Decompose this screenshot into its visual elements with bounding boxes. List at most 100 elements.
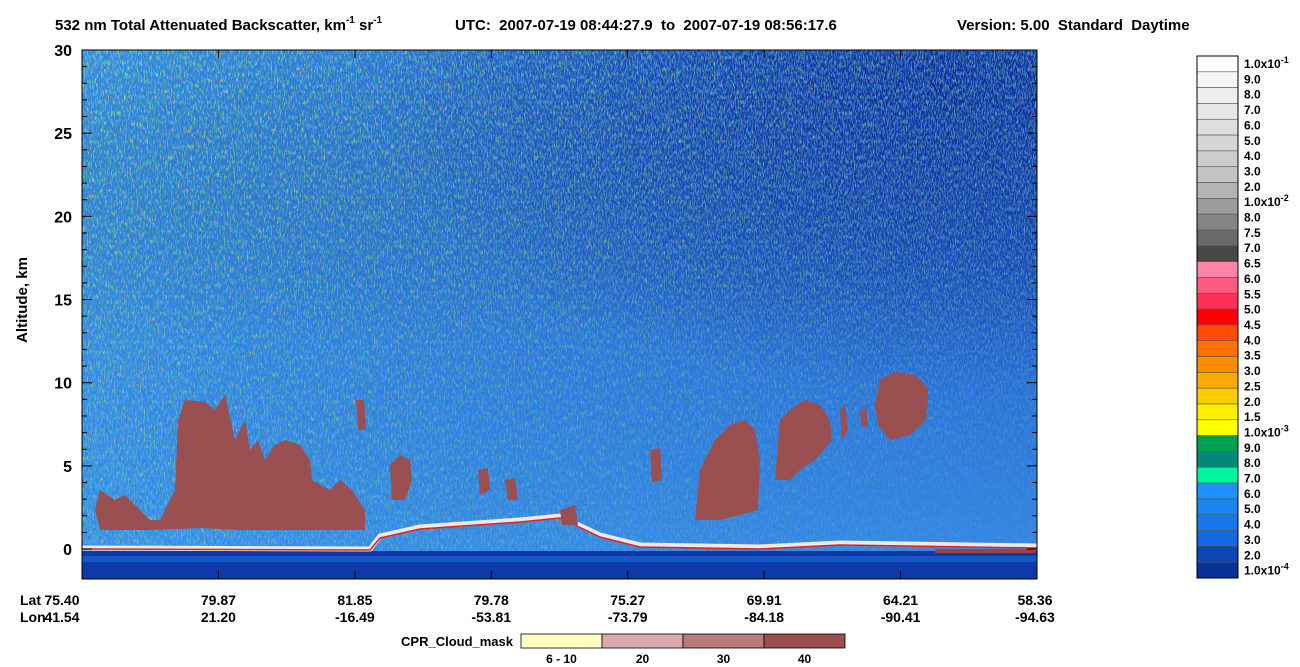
colorbar-swatch bbox=[1196, 546, 1239, 563]
colorbar-swatch bbox=[1196, 292, 1239, 310]
colorbar-label-text: 4.5 bbox=[1244, 318, 1261, 332]
colorbar-label-text: 8.0 bbox=[1244, 456, 1261, 470]
colorbar-label-text: 6.5 bbox=[1244, 257, 1261, 271]
colorbar-label-text: 5.0 bbox=[1244, 502, 1261, 516]
lat-label: 75.27 bbox=[610, 592, 645, 608]
colorbar-label-text: 4.0 bbox=[1244, 333, 1261, 347]
colorbar-swatch bbox=[1196, 340, 1239, 357]
colorbar-label-text: 7.0 bbox=[1244, 472, 1261, 486]
colorbar-swatch bbox=[1196, 71, 1239, 88]
title-superscript: -1 bbox=[373, 15, 382, 26]
colorbar-label: 1.0x10-3 bbox=[1244, 423, 1289, 439]
colorbar-label-text: 6.0 bbox=[1244, 487, 1261, 501]
colorbar-swatch bbox=[1196, 103, 1239, 120]
colorbar-label-exp: -4 bbox=[1281, 562, 1289, 572]
colorbar-swatch bbox=[1196, 118, 1239, 136]
colorbar-label: 3.0 bbox=[1244, 533, 1261, 547]
colorbar-label: 5.5 bbox=[1244, 287, 1261, 301]
lon-label: -53.81 bbox=[471, 609, 511, 625]
colorbar-swatch bbox=[1196, 213, 1239, 231]
cpr-legend-label: 6 - 10 bbox=[546, 652, 577, 666]
colorbar-label: 4.0 bbox=[1244, 149, 1261, 163]
colorbar-label: 1.0x10-2 bbox=[1244, 193, 1289, 209]
colorbar-swatch bbox=[1196, 372, 1239, 389]
cpr-legend-swatch bbox=[520, 633, 603, 649]
colorbar-swatch bbox=[1196, 308, 1239, 326]
colorbar-label: 6.0 bbox=[1244, 118, 1261, 132]
y-tick-label: 25 bbox=[54, 126, 72, 143]
colorbar-label-text: 2.5 bbox=[1244, 379, 1261, 393]
x-row-label: Lat bbox=[20, 592, 41, 608]
colorbar-swatch bbox=[1196, 261, 1239, 278]
cpr-legend-label: 40 bbox=[798, 652, 812, 666]
colorbar-swatch bbox=[1196, 150, 1239, 168]
colorbar-frame bbox=[1196, 55, 1239, 579]
lon-label: -94.63 bbox=[1015, 609, 1055, 625]
lon-label: -73.79 bbox=[608, 609, 648, 625]
lat-label: 58.36 bbox=[1017, 592, 1052, 608]
colorbar-label-text: 9.0 bbox=[1244, 72, 1261, 86]
colorbar-label-text: 1.0x10 bbox=[1244, 564, 1281, 578]
colorbar-label-text: 7.5 bbox=[1244, 226, 1261, 240]
colorbar-label-text: 3.0 bbox=[1244, 364, 1261, 378]
colorbar-label: 8.0 bbox=[1244, 88, 1261, 102]
y-tick-label: 15 bbox=[54, 293, 72, 310]
title-text: 532 nm Total Attenuated Backscatter, km bbox=[55, 17, 346, 34]
colorbar-label-text: 8.0 bbox=[1244, 88, 1261, 102]
colorbar-swatch bbox=[1196, 530, 1239, 547]
colorbar-label: 3.0 bbox=[1244, 364, 1261, 378]
colorbar-label-text: 9.0 bbox=[1244, 441, 1261, 455]
colorbar-swatch bbox=[1196, 245, 1239, 262]
colorbar-label-text: 6.0 bbox=[1244, 118, 1261, 132]
colorbar-label: 1.5 bbox=[1244, 410, 1261, 424]
colorbar-label: 2.0 bbox=[1244, 548, 1261, 562]
title-text: sr bbox=[355, 17, 374, 34]
colorbar-label: 6.0 bbox=[1244, 272, 1261, 286]
colorbar-label: 7.0 bbox=[1244, 241, 1261, 255]
colorbar-label: 6.0 bbox=[1244, 487, 1261, 501]
colorbar-swatch bbox=[1196, 198, 1239, 215]
colorbar-label-text: 1.0x10 bbox=[1244, 425, 1281, 439]
lat-label: 79.87 bbox=[201, 592, 236, 608]
colorbar-swatch bbox=[1196, 182, 1239, 199]
colorbar-label: 1.0x10-1 bbox=[1244, 55, 1289, 71]
colorbar-swatch bbox=[1196, 166, 1239, 183]
colorbar-label-text: 5.0 bbox=[1244, 134, 1261, 148]
colorbar-label-text: 3.0 bbox=[1244, 533, 1261, 547]
utc-range: UTC: 2007-07-19 08:44:27.9 to 2007-07-19… bbox=[455, 17, 837, 34]
colorbar-label-text: 5.0 bbox=[1244, 303, 1261, 317]
colorbar-swatch bbox=[1196, 387, 1239, 405]
y-tick-label: 0 bbox=[63, 542, 72, 559]
colorbar-label-text: 7.0 bbox=[1244, 241, 1261, 255]
lat-label: 81.85 bbox=[337, 592, 372, 608]
colorbar-label: 5.0 bbox=[1244, 502, 1261, 516]
colorbar-label-text: 2.0 bbox=[1244, 548, 1261, 562]
y-tick-label: 5 bbox=[63, 459, 72, 476]
colorbar-label-text: 2.0 bbox=[1244, 180, 1261, 194]
colorbar-label: 2.0 bbox=[1244, 180, 1261, 194]
colorbar-label-text: 6.0 bbox=[1244, 272, 1261, 286]
colorbar-label: 5.0 bbox=[1244, 303, 1261, 317]
colorbar-label: 1.0x10-4 bbox=[1244, 562, 1289, 578]
chart-title: 532 nm Total Attenuated Backscatter, km-… bbox=[55, 15, 383, 34]
colorbar-label: 2.5 bbox=[1244, 379, 1261, 393]
cpr-legend-title: CPR_Cloud_mask bbox=[401, 634, 514, 649]
lon-label: -84.18 bbox=[744, 609, 784, 625]
colorbar-label-text: 2.0 bbox=[1244, 395, 1261, 409]
y-tick-label: 10 bbox=[54, 376, 72, 393]
colorbar-label: 9.0 bbox=[1244, 441, 1261, 455]
colorbar-label: 3.5 bbox=[1244, 349, 1261, 363]
colorbar-swatch bbox=[1196, 514, 1239, 531]
colorbar-label-text: 4.0 bbox=[1244, 518, 1261, 532]
cpr-legend-label: 30 bbox=[717, 652, 731, 666]
lat-label: 69.91 bbox=[747, 592, 782, 608]
colorbar-swatch bbox=[1196, 87, 1239, 104]
colorbar-label: 3.0 bbox=[1244, 164, 1261, 178]
colorbar-swatch bbox=[1196, 561, 1239, 579]
colorbar-label: 2.0 bbox=[1244, 395, 1261, 409]
colorbar-label-exp: -2 bbox=[1281, 193, 1289, 203]
y-tick-label: 20 bbox=[54, 209, 72, 226]
title-superscript: -1 bbox=[346, 15, 355, 26]
colorbar-swatch bbox=[1196, 451, 1239, 468]
colorbar-label: 8.0 bbox=[1244, 456, 1261, 470]
